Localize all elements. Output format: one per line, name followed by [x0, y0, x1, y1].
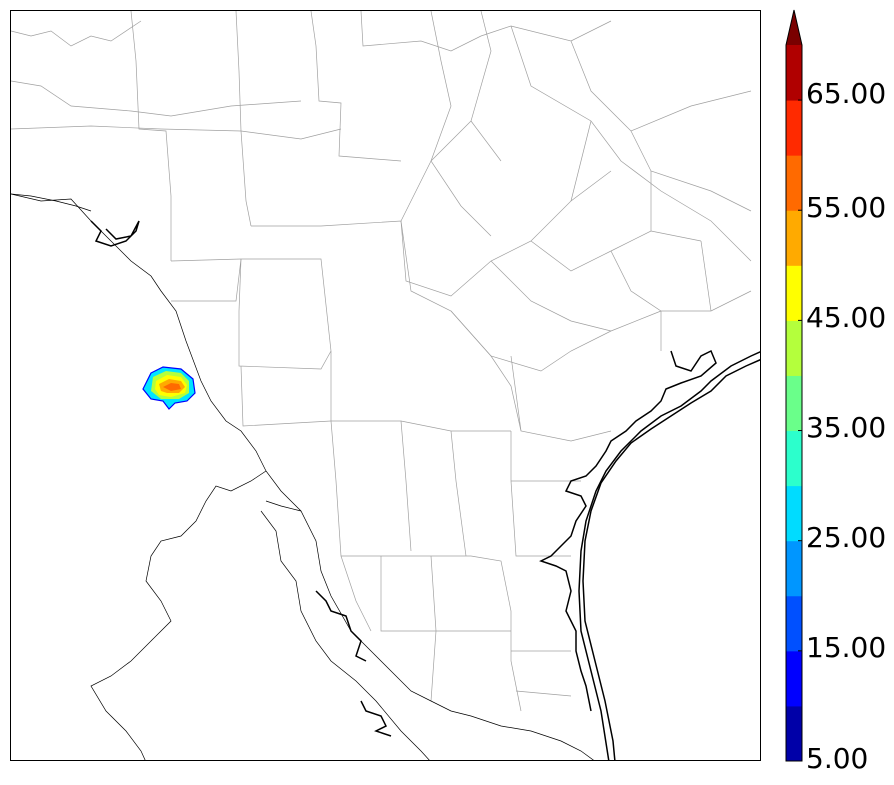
rivers-and-reservoirs — [90, 220, 392, 737]
colorbar-tick-label: 35.00 — [806, 411, 887, 444]
colorbar-segment — [786, 320, 802, 376]
map-frame — [10, 10, 761, 761]
colorbar-outline — [785, 9, 803, 762]
colorbar-segment — [786, 430, 802, 487]
state-boundaries — [11, 193, 594, 760]
colorbar-segment — [786, 540, 802, 597]
colorbar-segment — [786, 485, 802, 542]
radar-echo — [142, 366, 196, 410]
colorbar-segment — [786, 210, 802, 266]
colorbar-segment — [786, 650, 802, 707]
colorbar-segment — [786, 265, 802, 321]
colorbar-segment — [786, 155, 802, 211]
colorbar-tick-label: 25.00 — [806, 521, 887, 554]
colorbar-segment — [786, 705, 802, 762]
county-boundaries — [11, 11, 752, 712]
colorbar-tick-label: 45.00 — [806, 301, 887, 334]
colorbar — [785, 9, 803, 762]
colorbar-tick-label: 55.00 — [806, 191, 887, 224]
colorbar-tick-label: 5.00 — [806, 742, 869, 775]
colorbar-segment — [786, 45, 802, 101]
coastline — [539, 349, 760, 760]
colorbar-tick-label: 65.00 — [806, 77, 887, 110]
map-canvas — [11, 11, 760, 760]
colorbar-segment — [786, 375, 802, 432]
colorbar-segment — [786, 595, 802, 652]
colorbar-extend-arrow — [786, 10, 802, 45]
colorbar-tick-label: 15.00 — [806, 631, 887, 664]
colorbar-segment — [786, 100, 802, 156]
